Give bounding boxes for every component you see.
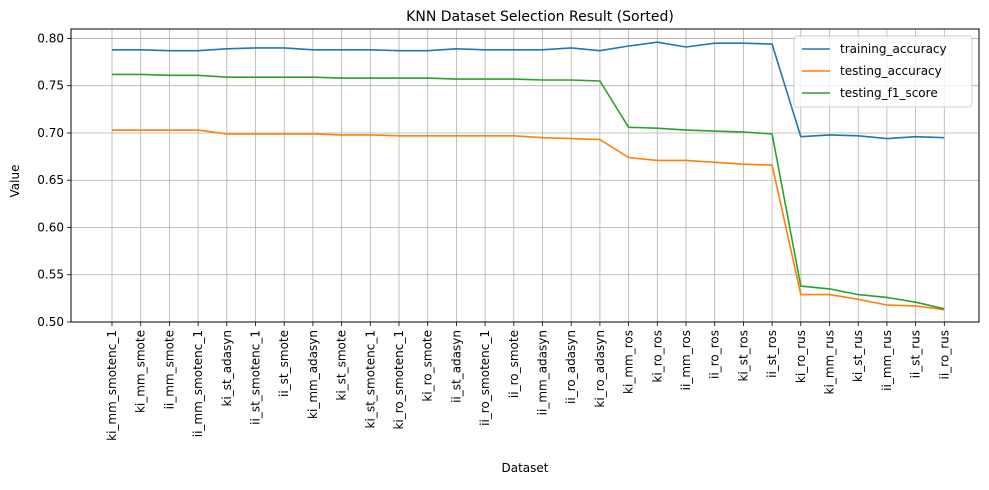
series-line-testing_accuracy [112,129,945,311]
x-tick-label: ii_st_smote [277,330,291,397]
x-tick-label: ki_ro_smotenc_1 [392,330,406,430]
x-tick-label: ki_mm_rus [823,330,837,394]
y-tick-label: 0.75 [37,79,64,93]
legend-label: testing_accuracy [840,64,942,78]
x-tick-label: ki_mm_smotenc_1 [105,330,119,441]
x-tick-label: ki_mm_ros [622,330,636,394]
axis-ticks: ki_mm_smotenc_1 ki_mm_smote ii_mm_smote ii_… [37,31,951,440]
x-tick-label: ii_st_smotenc_1 [249,330,263,425]
legend-box [793,35,973,108]
plot-area-frame [70,28,980,323]
x-tick-label: ii_mm_rus [880,330,894,391]
legend: training_accuracy testing_accuracytesting… [793,35,973,108]
y-axis-label: Value [8,165,22,198]
x-tick-label: ki_ro_smote [421,330,435,402]
chart-title: KNN Dataset Selection Result (Sorted) [406,9,674,25]
x-tick-label: ii_ro_adasyn [564,330,578,404]
legend-label: testing_f1_score [840,86,938,100]
x-tick-label: ii_mm_ros [679,330,693,390]
x-tick-label: ki_mm_smote [134,330,148,413]
legend-label: training_accuracy [840,42,947,56]
x-tick-label: ii_ro_ros [708,330,722,379]
x-tick-label: ki_ro_ros [650,330,664,383]
x-tick-label: ki_st_adasyn [220,330,234,407]
x-tick-label: ii_mm_adasyn [536,330,550,415]
x-tick-label: ii_st_ros [765,330,779,378]
x-tick-label: ii_ro_smotenc_1 [478,330,492,426]
x-tick-label: ii_st_rus [909,330,923,378]
x-tick-label: ii_mm_smote [162,330,176,409]
y-tick-label: 0.55 [37,268,64,282]
y-tick-label: 0.80 [37,31,64,45]
series-line-testing_f1_score [112,73,945,310]
y-tick-label: 0.60 [37,220,64,234]
x-tick-label: ki_st_rus [851,330,865,382]
x-tick-label: ki_ro_rus [794,330,808,383]
x-tick-label: ki_mm_adasyn [306,330,320,419]
x-tick-label: ki_ro_adasyn [593,330,607,408]
series-line-training_accuracy [112,41,945,140]
x-tick-label: ii_mm_smotenc_1 [191,330,205,437]
x-tick-label: ki_st_ros [736,330,750,382]
x-tick-label: ii_st_adasyn [449,330,463,403]
x-tick-label: ii_ro_rus [937,330,951,379]
y-tick-label: 0.50 [37,315,64,329]
y-tick-label: 0.70 [37,126,64,140]
x-tick-label: ki_st_smote [335,330,349,401]
x-tick-label: ii_ro_smote [507,330,521,398]
x-axis-label: Dataset [502,461,549,475]
x-tick-label: ki_st_smotenc_1 [363,330,377,428]
y-tick-label: 0.65 [37,173,64,187]
series-lines [112,41,945,311]
